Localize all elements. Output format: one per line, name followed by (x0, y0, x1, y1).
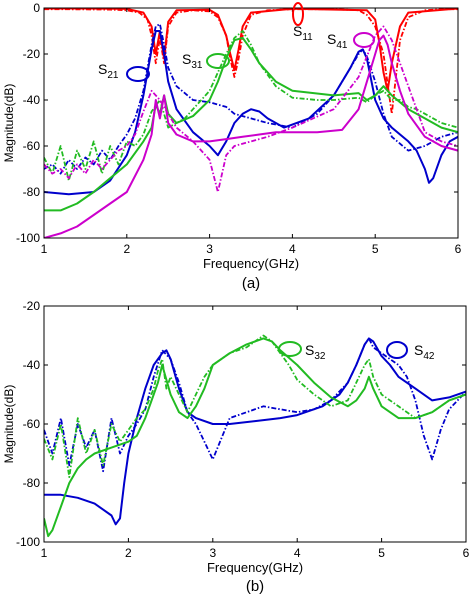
x-axis-label-b: Frequency(GHz) (207, 560, 303, 575)
annotation-ellipse-s11 (292, 2, 304, 26)
series-line-s32-simulated (44, 337, 466, 538)
series-line-s31-measured (44, 30, 458, 182)
y-tick-label: -60 (23, 139, 41, 153)
annotation-ellipse-s41 (353, 32, 375, 48)
series-line-s41-simulated (44, 34, 458, 238)
x-axis-label-a: Frequency(GHz) (203, 256, 299, 271)
y-tick-label: 0 (33, 1, 40, 15)
panel-label-a: (a) (242, 275, 260, 292)
y-tick-label: -100 (16, 535, 40, 549)
series-line-s32-measured (44, 334, 466, 478)
y-tick-label: -100 (16, 231, 40, 245)
y-tick-label: -40 (23, 93, 41, 107)
series-line-s41-measured (44, 25, 458, 193)
x-tick-label: 1 (41, 242, 48, 256)
x-tick-label: 5 (378, 546, 385, 560)
panel-label-b: (b) (246, 578, 264, 595)
plot-area-a (44, 8, 458, 238)
series-line-s42-simulated (44, 337, 466, 526)
annotation-ellipse-s31 (206, 53, 230, 69)
y-tick-label: -80 (23, 476, 41, 490)
x-tick-label: 4 (294, 546, 301, 560)
x-tick-label: 2 (125, 546, 132, 560)
y-tick-label: -20 (23, 47, 41, 61)
y-tick-label: -60 (23, 417, 41, 431)
annotation-ellipse-s42 (386, 341, 408, 359)
x-tick-label: 2 (123, 242, 130, 256)
series-line-s42-measured (44, 337, 466, 473)
y-axis-label-b: Magnitude(dB) (2, 385, 16, 464)
x-tick-label: 6 (455, 242, 462, 256)
plot-area-b (44, 306, 466, 542)
axes-a: 1 2 3 4 5 6 0 -20 -40 -60 -80 -100 (16, 1, 462, 256)
annotation-ellipse-s21 (126, 66, 150, 82)
y-tick-label: -80 (23, 185, 41, 199)
series-group-a (44, 8, 458, 238)
series-line-s31-simulated (44, 36, 458, 212)
chart-panel-b: 1 2 3 4 5 6-20-40-60-80-100 S32 S42 Frequency(… (2, 299, 470, 595)
y-tick-label: -20 (23, 299, 41, 313)
axes-frame (43, 7, 459, 239)
x-tick-label: 4 (289, 242, 296, 256)
axes-b: 1 2 3 4 5 6 -20 -40 -60 -80 -100 (16, 299, 470, 560)
series-line-s21-simulated (44, 30, 458, 196)
x-tick-label: 5 (372, 242, 379, 256)
x-tick-label: 6 (463, 546, 470, 560)
y-axis-label-a: Magnitude(dB) (2, 84, 16, 163)
series-group-b (44, 334, 466, 538)
x-tick-label: 3 (209, 546, 216, 560)
series-line-s21-measured (44, 23, 458, 175)
x-tick-label: 1 (41, 546, 48, 560)
annotation-ellipse-s32 (278, 341, 302, 357)
y-tick-label: -40 (23, 358, 41, 372)
x-tick-label: 3 (206, 242, 213, 256)
